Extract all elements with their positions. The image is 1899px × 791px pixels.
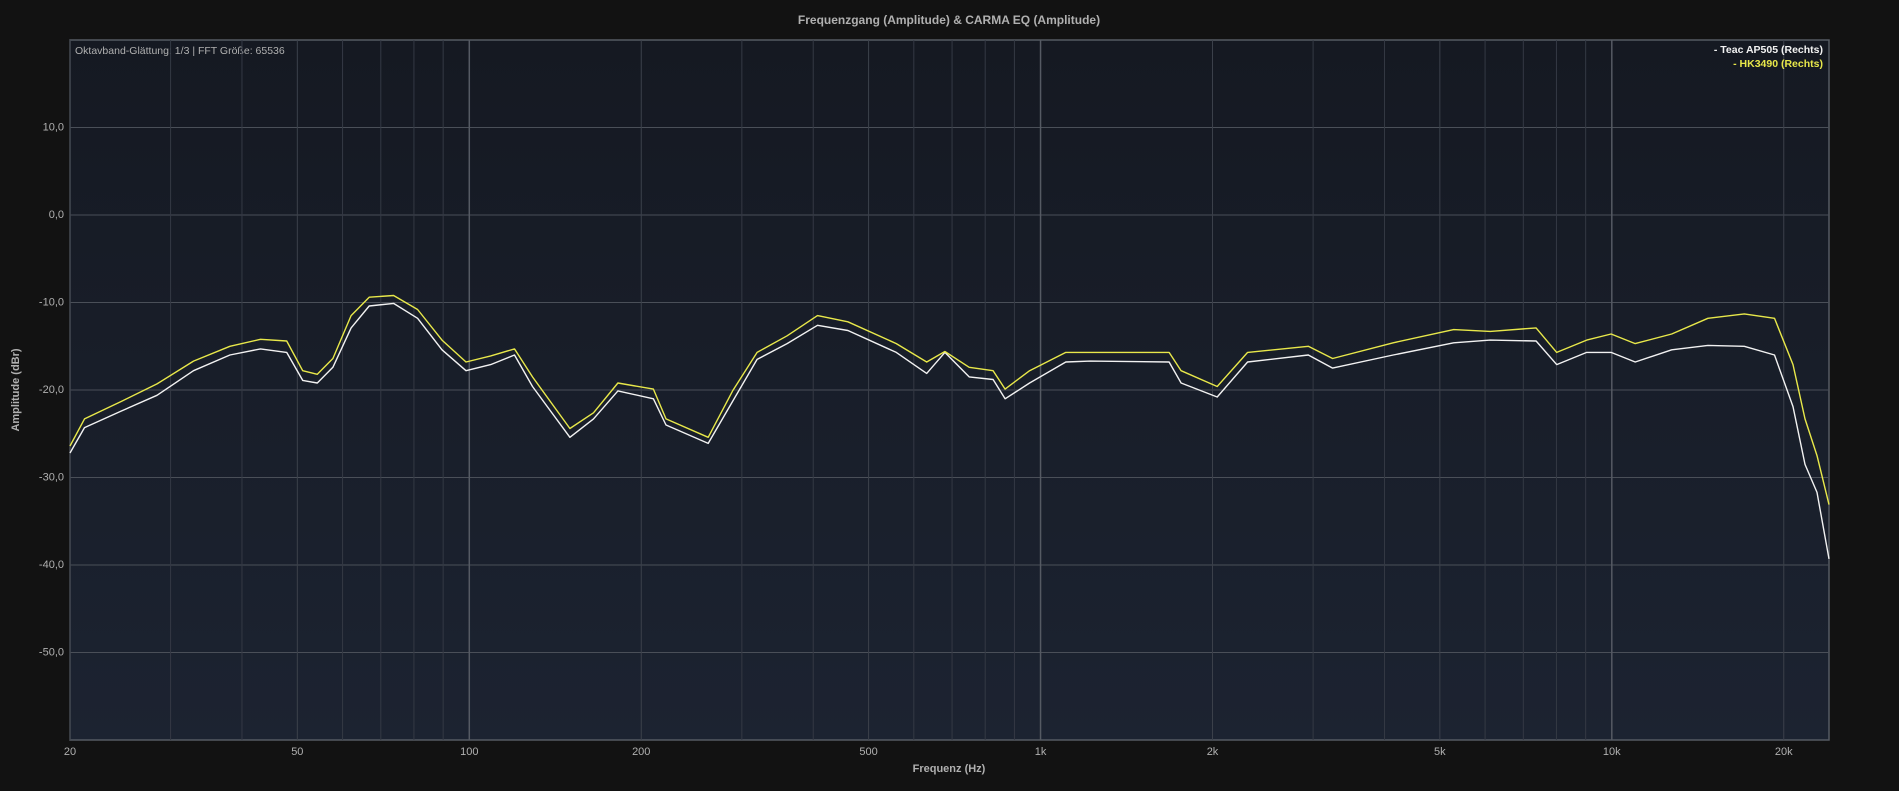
y-tick-label: -30,0 bbox=[39, 471, 64, 483]
x-axis-label: Frequenz (Hz) bbox=[913, 763, 986, 775]
data-line bbox=[69, 294, 1830, 505]
y-tick-label: 0,0 bbox=[49, 209, 64, 221]
legend-entry: - HK3490 (Rechts) bbox=[1733, 58, 1823, 70]
x-tick-label: 500 bbox=[859, 746, 877, 758]
x-tick-label: 2k bbox=[1207, 746, 1219, 758]
x-tick-label: 10k bbox=[1603, 746, 1621, 758]
x-tick-label: 50 bbox=[291, 746, 303, 758]
y-tick-label: -10,0 bbox=[39, 296, 64, 308]
x-tick-label: 20k bbox=[1775, 746, 1793, 758]
y-tick-label: 10,0 bbox=[43, 121, 64, 133]
x-tick-label: 1k bbox=[1035, 746, 1047, 758]
y-tick-label: -50,0 bbox=[39, 646, 64, 658]
x-tick-label: 20 bbox=[64, 746, 76, 758]
x-tick-label: 200 bbox=[632, 746, 650, 758]
annotation: Oktavband-Glättung: 1/3 | FFT Größe: 655… bbox=[75, 45, 285, 57]
x-tick-label: 100 bbox=[460, 746, 478, 758]
y-tick-label: -20,0 bbox=[39, 384, 64, 396]
chart-title: Frequenzgang (Amplitude) & CARMA EQ (Amp… bbox=[798, 13, 1100, 27]
data-line bbox=[69, 302, 1830, 560]
y-tick-label: -40,0 bbox=[39, 559, 64, 571]
legend-entry: - Teac AP505 (Rechts) bbox=[1714, 44, 1823, 56]
x-tick-label: 5k bbox=[1434, 746, 1446, 758]
y-axis-label: Amplitude (dBr) bbox=[10, 348, 22, 431]
